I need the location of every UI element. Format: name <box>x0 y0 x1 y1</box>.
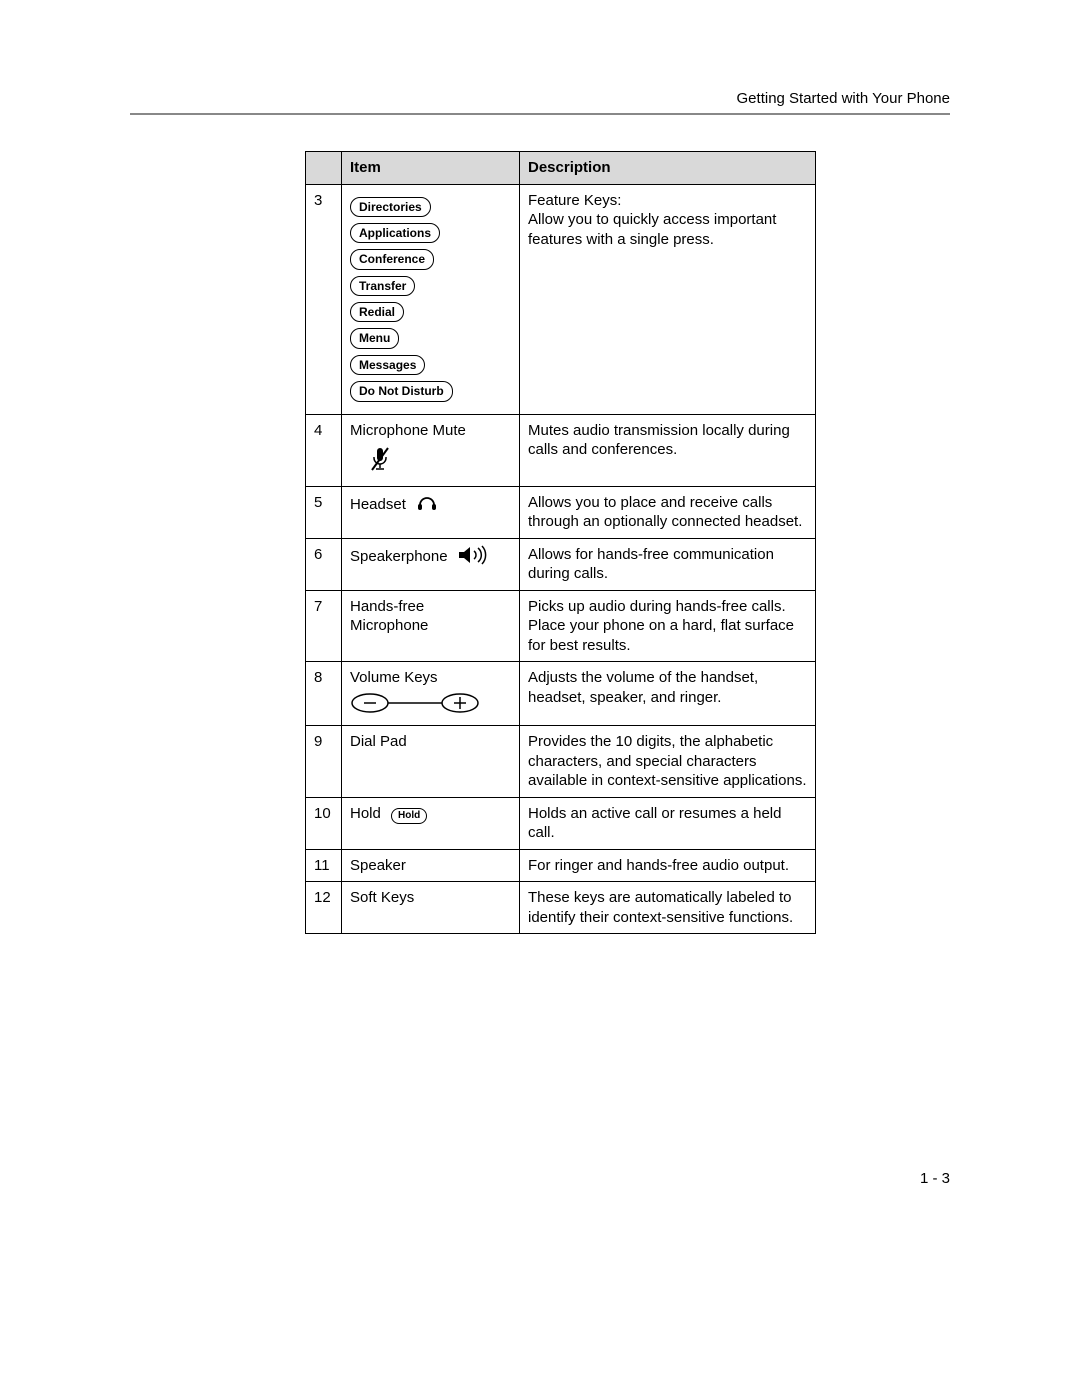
speakerphone-icon <box>458 545 488 571</box>
row-item: Dial Pad <box>342 726 520 798</box>
table-row: 3 Directories Applications Conference Tr… <box>306 184 816 414</box>
row-description: For ringer and hands-free audio output. <box>520 849 816 882</box>
feature-key-conference: Conference <box>350 249 434 269</box>
table-row: 5 Headset Allows you to place and receiv… <box>306 486 816 538</box>
row-description: Adjusts the volume of the handset, heads… <box>520 662 816 726</box>
page-header-title: Getting Started with Your Phone <box>130 90 950 107</box>
feature-key-transfer: Transfer <box>350 276 415 296</box>
row-num: 8 <box>306 662 342 726</box>
row-num: 9 <box>306 726 342 798</box>
header-rule <box>130 113 950 115</box>
page: Getting Started with Your Phone Item Des… <box>0 0 1080 1397</box>
row-num: 5 <box>306 486 342 538</box>
row-item: Speakerphone <box>342 538 520 590</box>
feature-key-dnd: Do Not Disturb <box>350 381 453 401</box>
feature-key-menu: Menu <box>350 328 399 348</box>
table-row: 4 Microphone Mute <box>306 414 816 486</box>
col-header-blank <box>306 152 342 185</box>
row-description: Provides the 10 digits, the alphabetic c… <box>520 726 816 798</box>
item-label: Soft Keys <box>350 889 414 906</box>
feature-key-applications: Applications <box>350 223 440 243</box>
col-header-item: Item <box>342 152 520 185</box>
table-row: 9 Dial Pad Provides the 10 digits, the a… <box>306 726 816 798</box>
table-row: 7 Hands-free Microphone Picks up audio d… <box>306 590 816 662</box>
hold-button-icon: Hold <box>391 808 427 824</box>
row-description: Picks up audio during hands-free calls. … <box>520 590 816 662</box>
row-num: 4 <box>306 414 342 486</box>
row-item: Volume Keys <box>342 662 520 726</box>
item-label: Dial Pad <box>350 733 407 750</box>
col-header-description: Description <box>520 152 816 185</box>
table-container: Item Description 3 Directories Applicati… <box>305 151 815 934</box>
table-row: 11 Speaker For ringer and hands-free aud… <box>306 849 816 882</box>
row-item: Directories Applications Conference Tran… <box>342 184 520 414</box>
row-item: Hold Hold <box>342 797 520 849</box>
feature-key-directories: Directories <box>350 197 431 217</box>
headset-icon <box>416 493 438 519</box>
row-item: Hands-free Microphone <box>342 590 520 662</box>
item-label: Headset <box>350 496 406 513</box>
row-num: 11 <box>306 849 342 882</box>
feature-key-stack: Directories Applications Conference Tran… <box>350 197 511 402</box>
row-num: 7 <box>306 590 342 662</box>
table-row: 10 Hold Hold Holds an active call or res… <box>306 797 816 849</box>
item-label: Speakerphone <box>350 548 448 565</box>
mic-mute-icon <box>368 446 392 480</box>
row-description: Feature Keys:Allow you to quickly access… <box>520 184 816 414</box>
item-label: Microphone Mute <box>350 422 466 439</box>
table-row: 6 Speakerphone Allows for hands- <box>306 538 816 590</box>
table-row: 12 Soft Keys These keys are automaticall… <box>306 882 816 934</box>
item-label: Speaker <box>350 857 406 874</box>
item-label: Hold <box>350 805 381 822</box>
table-row: 8 Volume Keys <box>306 662 816 726</box>
feature-key-messages: Messages <box>350 355 425 375</box>
row-item: Microphone Mute <box>342 414 520 486</box>
item-label: Hands-free Microphone <box>350 598 428 635</box>
table-header-row: Item Description <box>306 152 816 185</box>
row-description: Holds an active call or resumes a held c… <box>520 797 816 849</box>
row-item: Soft Keys <box>342 882 520 934</box>
row-num: 6 <box>306 538 342 590</box>
row-description: Allows for hands-free communication duri… <box>520 538 816 590</box>
row-num: 10 <box>306 797 342 849</box>
row-item: Headset <box>342 486 520 538</box>
row-description: Allows you to place and receive calls th… <box>520 486 816 538</box>
feature-table: Item Description 3 Directories Applicati… <box>305 151 816 934</box>
feature-key-redial: Redial <box>350 302 404 322</box>
row-item: Speaker <box>342 849 520 882</box>
row-num: 3 <box>306 184 342 414</box>
volume-keys-icon <box>350 692 511 720</box>
item-label: Volume Keys <box>350 669 438 686</box>
page-number: 1 - 3 <box>920 1170 950 1187</box>
row-description: These keys are automatically labeled to … <box>520 882 816 934</box>
row-num: 12 <box>306 882 342 934</box>
row-description: Mutes audio transmission locally during … <box>520 414 816 486</box>
